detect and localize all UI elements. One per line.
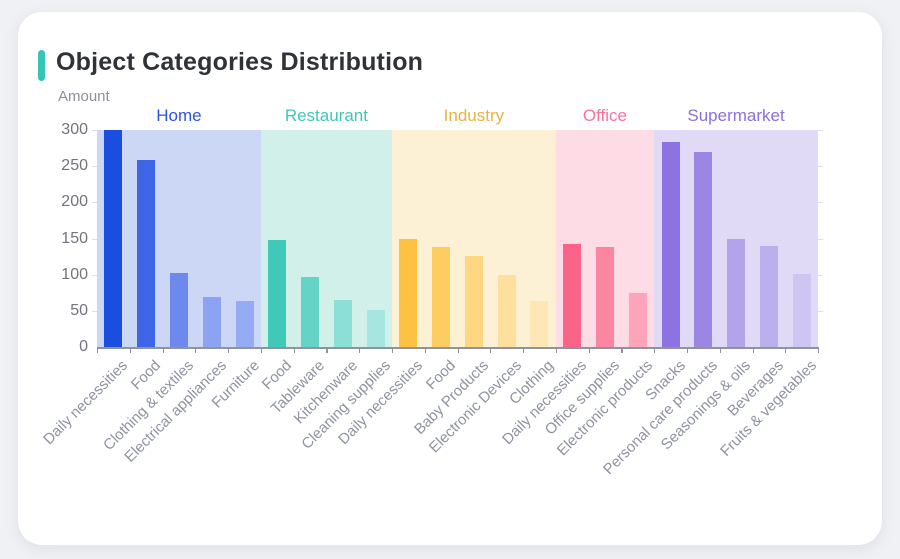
bar-baby-products[interactable] <box>464 255 483 347</box>
chart-card: Object Categories Distribution Amount Ho… <box>18 12 882 545</box>
bar-seasonings-oils[interactable] <box>727 239 746 347</box>
y-axis-title: Amount <box>58 88 110 105</box>
x-axis-tick <box>293 347 295 353</box>
bar-electronic-devices[interactable] <box>497 274 516 347</box>
y-axis-tick-right <box>818 202 823 204</box>
bar-daily-necessities[interactable] <box>399 238 418 347</box>
group-label-supermarket: Supermarket <box>687 106 785 125</box>
bar-kitchenware[interactable] <box>333 300 352 347</box>
bar-clothing-textiles[interactable] <box>169 272 188 347</box>
y-axis-tick-left <box>92 130 97 131</box>
x-axis-tick <box>260 347 263 353</box>
y-axis-tick-left <box>92 166 97 168</box>
x-axis-tick <box>621 347 623 353</box>
y-axis-tick-right <box>818 310 823 312</box>
x-axis-tick <box>490 347 492 353</box>
bar-electronic-products[interactable] <box>628 292 647 348</box>
x-axis-tick <box>162 347 164 353</box>
bar-cleaning-supplies[interactable] <box>366 310 385 347</box>
bar-fruits-vegetables[interactable] <box>792 273 811 347</box>
y-axis-tick-label: 200 <box>61 193 88 211</box>
y-axis-tick-left <box>92 202 97 204</box>
y-axis-tick-right <box>818 274 823 276</box>
group-label-office: Office <box>582 106 628 125</box>
x-axis-tick <box>228 347 230 353</box>
bar-personal-care-products[interactable] <box>694 151 713 347</box>
y-axis-tick-left <box>92 238 97 240</box>
bar-snacks[interactable] <box>661 141 680 347</box>
y-axis-tick-left <box>92 274 97 276</box>
bar-food[interactable] <box>137 160 156 347</box>
bar-office-supplies[interactable] <box>596 247 614 347</box>
chart-title: Object Categories Distribution <box>56 48 424 76</box>
y-axis-tick-right <box>818 238 823 240</box>
bar-daily-necessities[interactable] <box>563 244 582 347</box>
y-axis-tick-left <box>92 310 97 312</box>
y-axis-tick-label: 0 <box>79 338 88 355</box>
x-axis-tick <box>457 347 459 353</box>
bar-electrical-appliances[interactable] <box>202 297 221 347</box>
x-axis-tick <box>588 347 590 353</box>
x-axis-tick <box>326 347 328 353</box>
y-axis-tick-right <box>818 166 823 168</box>
bar-tableware[interactable] <box>301 276 319 347</box>
x-axis-tick <box>523 347 525 353</box>
x-axis-tick <box>785 347 787 353</box>
y-axis-tick-label: 100 <box>61 265 88 283</box>
x-axis-tick <box>392 347 394 353</box>
x-axis-tick <box>818 347 820 353</box>
x-axis-tick <box>129 347 131 353</box>
y-axis-tick-label: 300 <box>61 121 88 138</box>
x-axis-tick <box>97 347 99 353</box>
group-label-home: Home <box>156 106 202 125</box>
x-axis-tick <box>654 347 656 353</box>
title-accent-bar <box>38 50 45 81</box>
group-label-industry: Industry <box>443 106 505 125</box>
x-axis-tick <box>719 347 721 353</box>
x-axis-tick <box>555 347 557 353</box>
y-axis-tick-label: 150 <box>61 229 88 247</box>
y-axis-tick-label: 250 <box>61 157 88 175</box>
bar-clothing[interactable] <box>530 301 549 347</box>
bar-beverages[interactable] <box>759 245 778 347</box>
bar-daily-necessities[interactable] <box>104 130 123 347</box>
x-axis-tick <box>195 347 197 353</box>
x-axis-tick <box>424 347 426 353</box>
bar-chart: Home Restaurant Industry Office Supermarket D… <box>18 12 882 545</box>
bar-food[interactable] <box>432 247 451 347</box>
x-axis-tick <box>752 347 754 353</box>
x-axis-tick <box>686 347 689 353</box>
group-label-restaurant: Restaurant <box>284 106 368 125</box>
x-axis-tick <box>359 347 361 353</box>
bar-food[interactable] <box>268 239 287 347</box>
y-axis-tick-label: 50 <box>70 301 88 319</box>
y-axis-tick-right <box>818 130 823 131</box>
bar-furniture[interactable] <box>235 300 254 347</box>
